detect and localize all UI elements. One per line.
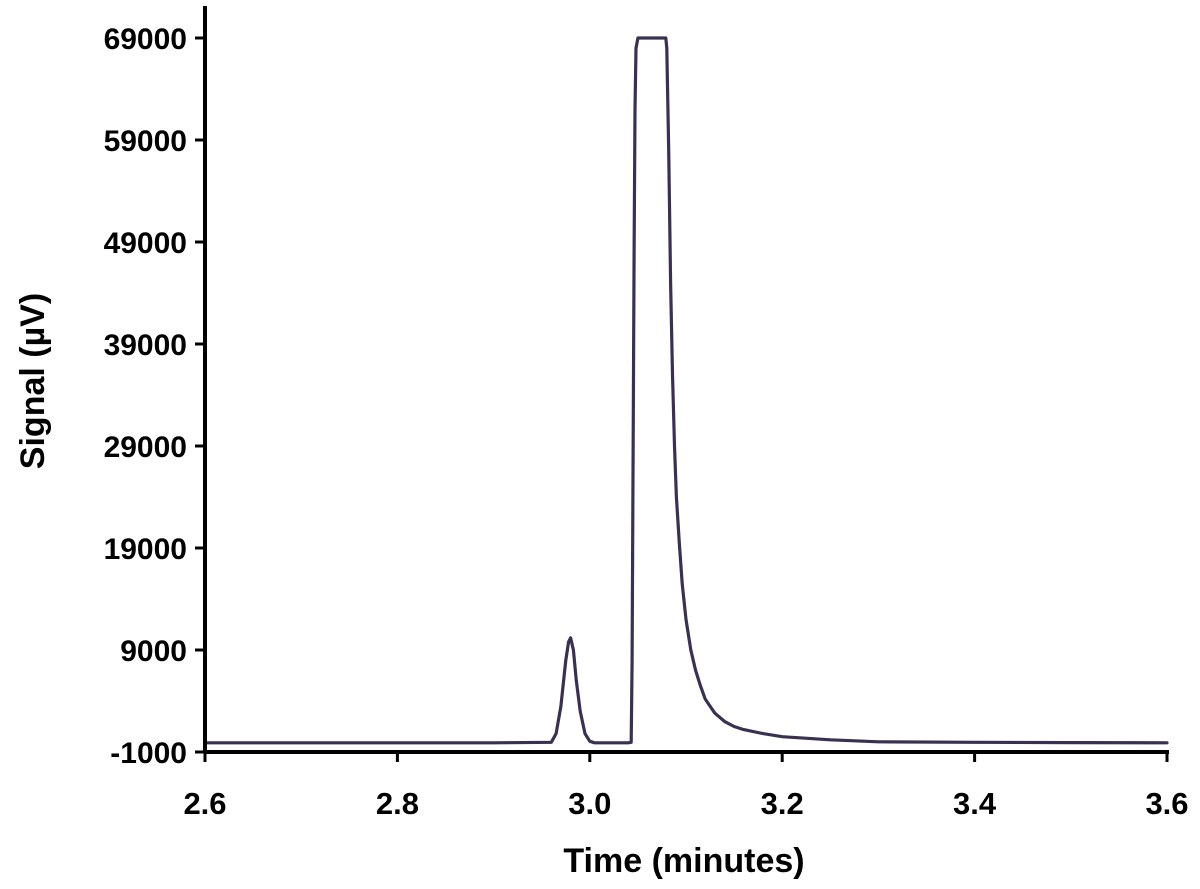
y-tick-label: 69000: [104, 23, 187, 56]
y-tick-label: 9000: [120, 635, 187, 668]
x-tick-label: 2.6: [183, 786, 226, 821]
y-tick-label: -1000: [110, 737, 187, 770]
tick-labels-layer: -1000 9000 19000 29000 39000 49000 59000 69000 2…: [104, 23, 1189, 821]
y-tick-label: 49000: [104, 227, 187, 260]
y-axis-title: Signal (µV): [14, 293, 52, 469]
y-tick-label: 29000: [104, 431, 187, 464]
ticks-layer: [195, 36, 1169, 762]
y-tick-label: 59000: [104, 125, 187, 158]
x-tick-label: 3.2: [761, 786, 804, 821]
signal-trace-line: [203, 36, 1169, 745]
x-tick-label: 3.6: [1145, 786, 1188, 821]
x-tick-label: 2.8: [376, 786, 419, 821]
x-axis-title: Time (minutes): [563, 842, 804, 880]
y-tick-label: 39000: [104, 329, 187, 362]
y-tick-label: 19000: [104, 533, 187, 566]
x-tick-label: 3.4: [953, 786, 997, 821]
x-tick-label: 3.0: [568, 786, 611, 821]
